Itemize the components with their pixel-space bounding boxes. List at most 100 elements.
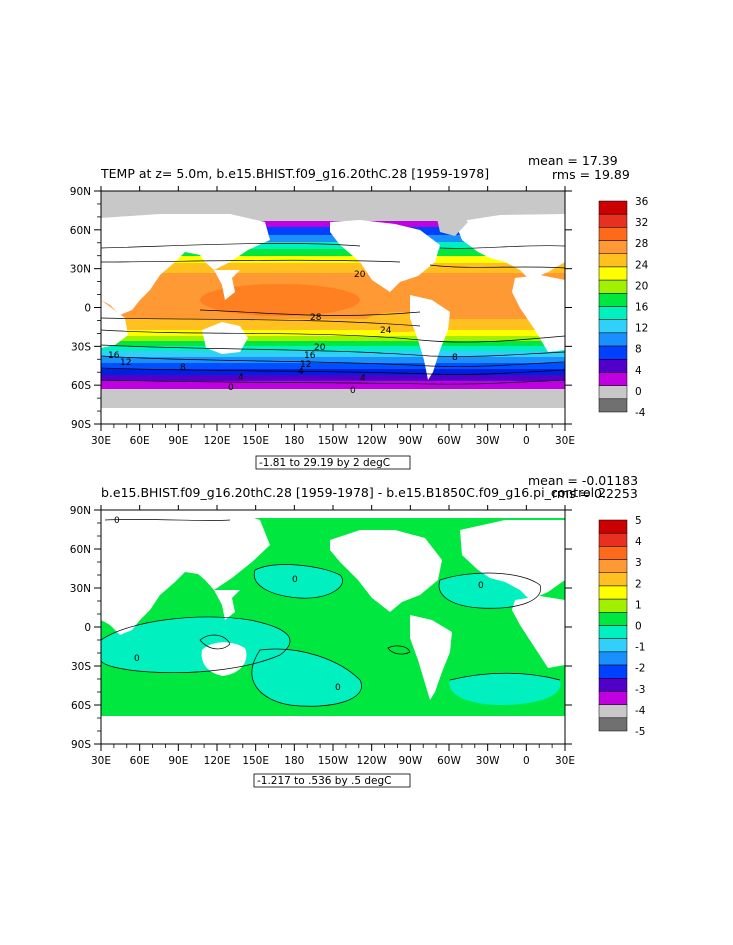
x-tick-label: 150W (318, 435, 349, 447)
x-tick-label: 30W (476, 755, 500, 767)
africa-west (512, 275, 565, 352)
colorbar-label: -2 (635, 663, 645, 675)
band-minus2 (101, 380, 565, 389)
colorbar-swatch (598, 519, 628, 534)
contour-label: 20 (354, 270, 366, 280)
colorbar-swatch (598, 664, 628, 679)
colorbar-swatch (598, 240, 628, 254)
x-tick-label: 150E (242, 435, 269, 447)
colorbar-swatch (598, 651, 628, 666)
colorbar-label: 12 (635, 323, 648, 335)
warm-pool-west-pacific (200, 284, 360, 316)
colorbar-label: -5 (635, 726, 645, 738)
colorbar-swatch (598, 227, 628, 241)
arctic-top (101, 510, 565, 518)
africa-south (101, 300, 128, 348)
band-8 (101, 356, 565, 363)
band-16-north (101, 248, 565, 256)
north-america (330, 530, 442, 612)
colorbar-swatch (598, 293, 628, 307)
colorbar-swatch (598, 319, 628, 334)
band-16 (101, 340, 565, 346)
panel1-range-box (255, 455, 411, 470)
africa (512, 596, 565, 668)
colorbar-label: 20 (635, 280, 648, 292)
colorbar-swatch (598, 717, 628, 732)
colorbar-swatch (598, 572, 628, 587)
panel1-field: 20 28 24 20 16 12 16 12 8 4 8 4 0 0 4 (101, 191, 565, 424)
anomaly-south-pacific (251, 649, 362, 707)
panel1-colorbar: 36 32 28 24 20 16 12 8 4 0 -4 (598, 196, 649, 419)
antarctica (101, 716, 565, 744)
colorbar-swatch (598, 532, 628, 547)
contour-label: 0 (350, 386, 356, 396)
y-tick-label: 60S (71, 700, 91, 712)
colorbar-label: -4 (635, 705, 646, 717)
contour-label: 0 (478, 581, 484, 591)
colorbar-label: -1 (635, 642, 645, 654)
panel1-axes: 30E 60E 90E 120E 150E 180 150W 120W 90W 60W 30W 0 30… (70, 186, 575, 447)
band-24 (101, 318, 565, 330)
panel2-field: 0 0 0 0 0 (101, 510, 565, 744)
colorbar-swatch (598, 585, 628, 600)
contour-label: 12 (300, 360, 311, 370)
colorbar-label: 4 (635, 365, 642, 377)
greenland (436, 212, 468, 236)
band-12 (101, 350, 565, 357)
x-tick-label: 180 (284, 435, 304, 447)
x-tick-label: 120E (204, 435, 231, 447)
contour-label: 0 (134, 654, 140, 664)
band-14 (101, 345, 565, 351)
contour-label: 8 (180, 363, 186, 373)
south-america (410, 615, 452, 700)
band-18 (101, 335, 565, 341)
contour-label: 0 (335, 683, 341, 693)
panel1-title: TEMP at z= 5.0m, b.e15.BHIST.f09_g16.20t… (100, 166, 489, 181)
colorbar-swatch (598, 598, 628, 613)
colorbar-swatch (598, 638, 628, 653)
x-tick-label: 150W (318, 755, 349, 767)
colorbar-swatch (598, 678, 628, 692)
x-tick-label: 90W (398, 755, 422, 767)
contour-label: 4 (238, 373, 244, 383)
colorbar-label: 0 (635, 621, 642, 633)
colorbar-swatch (598, 704, 628, 719)
colorbar-swatch (598, 385, 628, 400)
y-tick-label: 30S (71, 341, 91, 353)
x-tick-label: 60E (130, 435, 150, 447)
x-tick-label: 30E (555, 755, 575, 767)
colorbar-swatch (598, 559, 628, 573)
colorbar-swatch (598, 691, 628, 705)
colorbar-label: 24 (635, 259, 649, 271)
panel1-range-label: -1.81 to 29.19 by 2 degC (259, 457, 390, 469)
y-tick-label: 90N (70, 505, 91, 517)
y-tick-label: 90N (70, 186, 91, 198)
y-tick-label: 90S (71, 739, 91, 751)
colorbar-swatch (598, 253, 628, 268)
indochina (214, 270, 240, 300)
x-tick-label: 120E (204, 755, 231, 767)
x-tick-label: 30E (555, 435, 575, 447)
y-tick-label: 90S (71, 419, 91, 431)
panel2-colorbar: 5 4 3 2 1 0 -1 -2 -3 -4 -5 (598, 515, 646, 738)
colorbar-label: 36 (635, 196, 649, 208)
panel2-title: b.e15.BHIST.f09_g16.20thC.28 [1959-1978]… (101, 485, 606, 500)
panel1-rms: rms = 19.89 (552, 167, 630, 182)
contour-label: 0 (292, 575, 298, 585)
panel2-axes: 30E 60E 90E 120E 150E 180 150W 120W 90W 60W 30W 0 30… (70, 505, 575, 767)
x-tick-label: 60W (437, 755, 461, 767)
colorbar-label: 5 (635, 515, 642, 527)
band-24-north (101, 262, 565, 273)
x-tick-label: 30E (91, 755, 111, 767)
contour-label: 24 (380, 326, 392, 336)
band-20-north (101, 255, 565, 263)
contour-label: 16 (108, 351, 120, 361)
x-tick-label: 30W (476, 435, 500, 447)
north-america (330, 220, 440, 292)
band-20 (101, 329, 565, 336)
contour-label: 4 (360, 374, 366, 384)
band-8-north (101, 234, 565, 242)
y-tick-label: 60S (71, 380, 91, 392)
colorbar-swatch (598, 546, 628, 560)
